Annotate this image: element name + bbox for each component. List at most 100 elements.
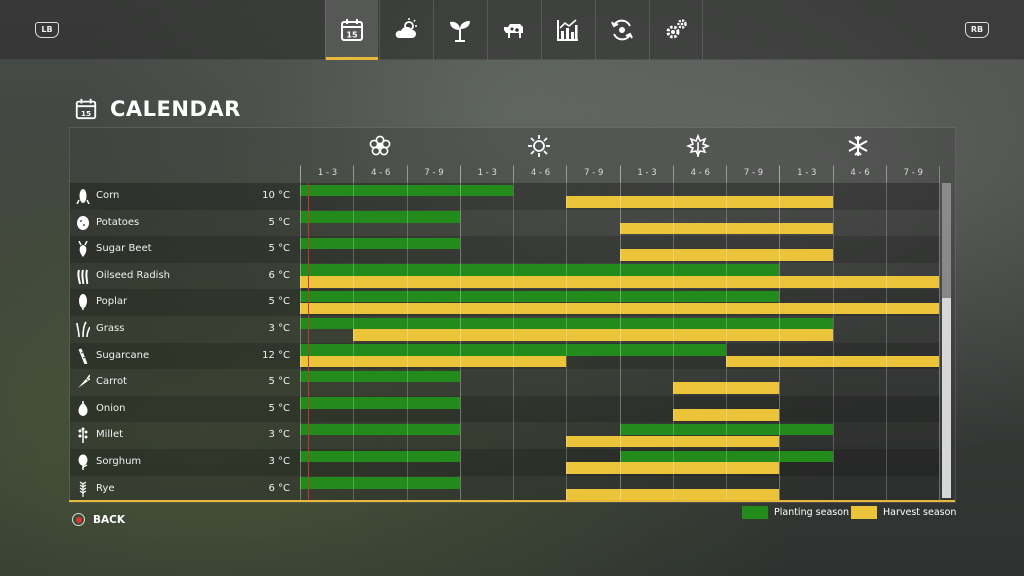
planting-bar [300, 264, 780, 276]
crop-temperature: 3 °C [268, 456, 290, 467]
planting-bar [300, 344, 726, 356]
harvest-bar [619, 249, 833, 261]
sun-icon [527, 135, 550, 157]
tab-animals[interactable] [487, 0, 540, 60]
crop-name: Grass [96, 323, 125, 334]
grid-line [406, 166, 408, 500]
grid-line [779, 166, 781, 500]
harvest-bar [300, 276, 939, 288]
scrollbar-thumb[interactable] [942, 298, 951, 498]
period-label: 4 - 6 [353, 165, 407, 182]
tab-statistics[interactable] [541, 0, 594, 60]
grass-icon [76, 321, 90, 337]
crop-name: Carrot [96, 376, 127, 388]
potato-icon [77, 215, 89, 230]
weather-icon [395, 18, 417, 38]
crop-name: Corn [96, 190, 120, 201]
carrot-icon [78, 374, 90, 389]
rye-icon [79, 481, 87, 497]
legend-planting: Planting season [742, 506, 849, 519]
back-button[interactable]: BACK [72, 513, 125, 526]
crop-temperature: 6 °C [268, 269, 290, 281]
crop-temperature: 3 °C [268, 429, 290, 441]
corn-icon [76, 189, 90, 204]
planting-bar [300, 423, 460, 436]
crop-name: Sorghum [96, 456, 142, 467]
harvest-bar [672, 409, 780, 421]
legend-harvest-label: Harvest season [883, 507, 957, 518]
season-autumn [618, 127, 778, 165]
period-label: 1 - 3 [619, 165, 674, 182]
sugar-beet-icon [78, 241, 88, 258]
b-button-icon [72, 513, 85, 526]
grid-line [672, 166, 674, 500]
tab-crops[interactable] [433, 0, 486, 60]
planting-bar [300, 397, 460, 409]
harvest-bar [619, 222, 833, 235]
period-label: 4 - 6 [832, 165, 887, 182]
season-spring [300, 127, 459, 165]
planting-swatch [742, 506, 768, 519]
settings-icon [666, 19, 687, 39]
tab-settings[interactable] [649, 0, 703, 60]
crop-name: Oilseed Radish [96, 269, 170, 281]
svg-text:15: 15 [81, 109, 91, 118]
snowflake-icon [848, 136, 868, 156]
crop-row[interactable]: Onion 5 °C [70, 395, 940, 423]
tab-finances[interactable] [595, 0, 648, 60]
grid-line [459, 166, 461, 500]
crop-name: Sugarcane [96, 349, 150, 361]
crop-name: Poplar [96, 296, 128, 308]
flower-icon [369, 135, 390, 156]
grid-line [566, 166, 568, 500]
poplar-icon [79, 294, 87, 311]
crop-temperature: 5 °C [268, 243, 290, 255]
planting-bar [300, 290, 780, 303]
planting-bar [300, 370, 460, 383]
cow-icon [504, 24, 523, 38]
harvest-bar [566, 488, 780, 501]
rb-shoulder-button[interactable]: RB [965, 22, 989, 38]
period-label: 7 - 9 [726, 165, 780, 182]
onion-icon [78, 400, 88, 416]
back-label: BACK [93, 513, 125, 526]
crop-temperature: 12 °C [262, 349, 290, 361]
crop-temperature: 5 °C [268, 376, 290, 388]
millet-icon [78, 427, 88, 444]
tab-weather[interactable] [379, 0, 432, 60]
season-summer [459, 127, 618, 165]
crop-temperature: 5 °C [268, 296, 290, 308]
period-label: 1 - 3 [779, 165, 833, 182]
crop-temperature: 5 °C [268, 402, 290, 414]
crop-temperature: 5 °C [268, 216, 290, 228]
current-time-marker [308, 183, 309, 501]
grid-line [832, 166, 834, 500]
legend-harvest: Harvest season [851, 506, 956, 519]
crop-row[interactable]: Carrot 5 °C [70, 369, 940, 396]
menu-tabs: 15 [325, 0, 704, 60]
lb-shoulder-button[interactable]: LB [35, 22, 59, 38]
crop-row[interactable]: Rye 6 °C [70, 475, 940, 503]
page-title: CALENDAR [110, 97, 241, 121]
crop-name: Sugar Beet [96, 243, 152, 255]
crop-temperature: 3 °C [268, 323, 290, 334]
crop-name: Rye [96, 482, 115, 494]
planting-bar [300, 211, 460, 223]
planting-bar [300, 477, 460, 489]
period-label: 7 - 9 [566, 165, 620, 182]
period-label: 4 - 6 [513, 165, 567, 182]
harvest-bar [300, 355, 567, 368]
planting-bar [300, 317, 833, 329]
leaf-icon [686, 134, 710, 157]
harvest-swatch [851, 506, 877, 519]
harvest-bar [672, 382, 780, 394]
panel-bottom-accent [69, 500, 955, 502]
period-label: 1 - 3 [459, 165, 514, 182]
statistics-icon [557, 19, 578, 41]
period-label: 7 - 9 [406, 165, 461, 182]
tab-calendar[interactable]: 15 [325, 0, 378, 60]
planting-bar [619, 423, 833, 436]
crop-temperature: 10 °C [262, 190, 290, 201]
sorghum-icon [78, 454, 88, 470]
